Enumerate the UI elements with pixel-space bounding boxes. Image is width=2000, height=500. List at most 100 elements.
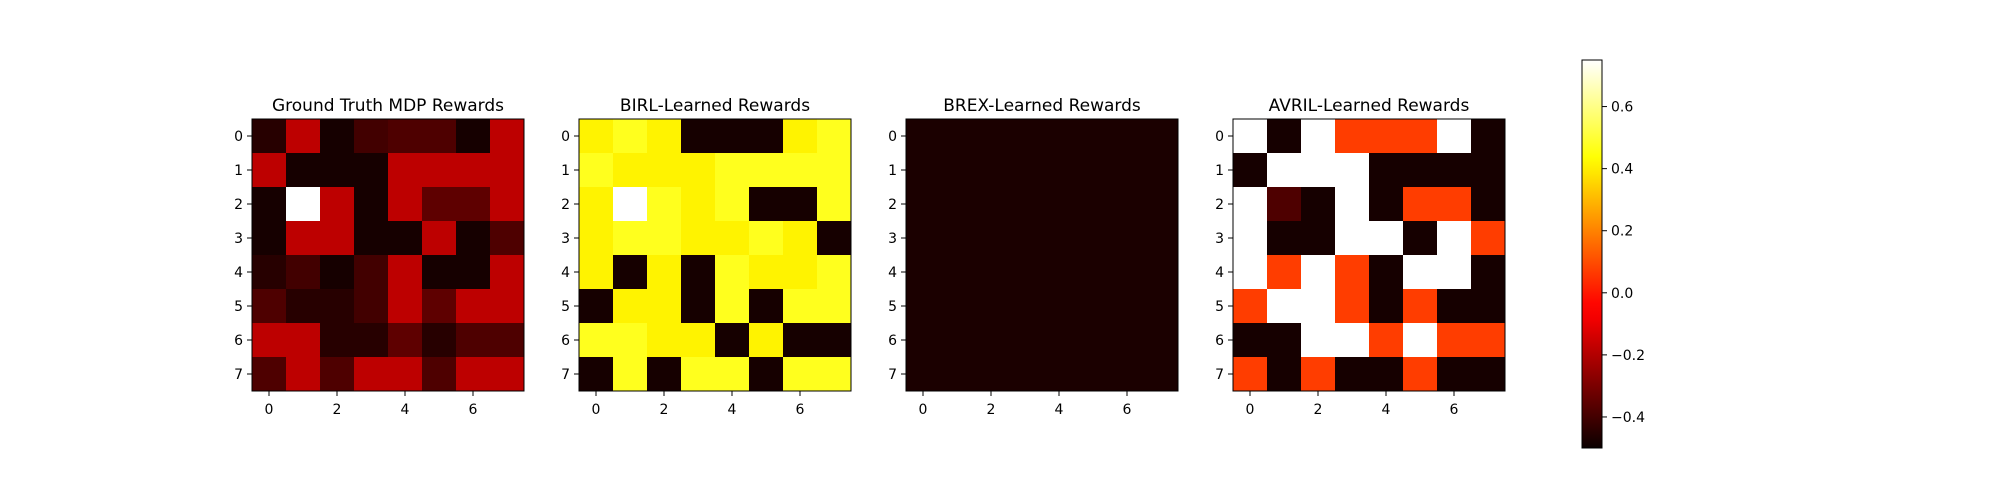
heatmap-cell xyxy=(940,357,975,392)
y-tick-label: 7 xyxy=(888,367,897,383)
y-tick-label: 3 xyxy=(561,231,570,247)
heatmap-cell xyxy=(906,255,941,290)
heatmap-cell xyxy=(647,323,682,358)
x-tick-label: 6 xyxy=(469,402,478,418)
x-tick-label: 4 xyxy=(401,402,410,418)
heatmap-cell xyxy=(456,255,491,290)
heatmap-cell xyxy=(940,119,975,154)
heatmap-cell xyxy=(456,187,491,222)
colorbar-tick-label: −0.2 xyxy=(1611,348,1645,364)
heatmap-cell xyxy=(613,255,648,290)
heatmap-cell xyxy=(1301,221,1336,256)
y-tick-label: 7 xyxy=(234,367,243,383)
heatmap-cell xyxy=(252,357,287,392)
y-tick-label: 6 xyxy=(234,333,243,349)
heatmap-cell xyxy=(422,323,457,358)
heatmap-cell xyxy=(490,153,525,188)
heatmap-cell xyxy=(1369,221,1404,256)
heatmap-cell xyxy=(1335,221,1370,256)
heatmap-cell xyxy=(613,221,648,256)
y-tick-label: 1 xyxy=(1215,163,1224,179)
heatmap-cell xyxy=(1110,357,1145,392)
heatmap-cell xyxy=(422,357,457,392)
heatmap-cell xyxy=(320,153,355,188)
heatmap-cell xyxy=(490,255,525,290)
panel-frame xyxy=(1232,118,1506,392)
heatmap-cell xyxy=(906,119,941,154)
panel-title: Ground Truth MDP Rewards xyxy=(272,96,504,116)
heatmap-cell xyxy=(1076,323,1111,358)
heatmap-cell xyxy=(388,221,423,256)
heatmap-cell xyxy=(1110,187,1145,222)
heatmap-cell xyxy=(388,153,423,188)
heatmap-cell xyxy=(817,187,852,222)
heatmap-cell xyxy=(613,153,648,188)
y-tick-label: 3 xyxy=(888,231,897,247)
heatmap-cell xyxy=(490,357,525,392)
heatmap-cell xyxy=(681,153,716,188)
heatmap-cell xyxy=(647,119,682,154)
y-tick-label: 1 xyxy=(888,163,897,179)
heatmap-cell xyxy=(252,255,287,290)
heatmap-cell xyxy=(940,221,975,256)
heatmap-cell xyxy=(783,323,818,358)
y-tick-label: 4 xyxy=(1215,265,1224,281)
heatmap-cell xyxy=(647,255,682,290)
heatmap-cell xyxy=(1144,289,1179,324)
y-tick-label: 5 xyxy=(234,299,243,315)
heatmap-cell xyxy=(1301,187,1336,222)
heatmap-cell xyxy=(354,357,389,392)
y-tick-label: 4 xyxy=(234,265,243,281)
heatmap-cell xyxy=(1369,119,1404,154)
heatmap-cell xyxy=(1471,187,1506,222)
colorbar-tick-label: 0.0 xyxy=(1611,286,1633,302)
heatmap-cell xyxy=(388,323,423,358)
heatmap-cell xyxy=(1369,289,1404,324)
heatmap-cell xyxy=(749,289,784,324)
colorbar-tick-label: −0.4 xyxy=(1611,410,1645,426)
heatmap-cell xyxy=(320,221,355,256)
heatmap-cell xyxy=(388,289,423,324)
heatmap-cell xyxy=(1233,187,1268,222)
heatmap-cell xyxy=(286,221,321,256)
heatmap-cell xyxy=(320,357,355,392)
heatmap-cell xyxy=(1471,119,1506,154)
colorbar-gradient xyxy=(1581,59,1603,449)
heatmap-cell xyxy=(579,357,614,392)
heatmap-cell xyxy=(456,323,491,358)
heatmap-cell xyxy=(1042,153,1077,188)
heatmap-cell xyxy=(974,221,1009,256)
heatmap-cell xyxy=(817,153,852,188)
heatmap-cell xyxy=(974,289,1009,324)
heatmap-cell xyxy=(1008,323,1043,358)
heatmap-cell xyxy=(1301,255,1336,290)
heatmap-cell xyxy=(286,289,321,324)
heatmap-cell xyxy=(1335,357,1370,392)
heatmap-cell xyxy=(1437,153,1472,188)
heatmap-cell xyxy=(647,357,682,392)
heatmap-cell xyxy=(320,119,355,154)
heatmap-cell xyxy=(286,357,321,392)
y-tick-label: 6 xyxy=(561,333,570,349)
heatmap-cell xyxy=(252,289,287,324)
heatmap-cell xyxy=(354,119,389,154)
x-tick-label: 4 xyxy=(728,402,737,418)
heatmap-cell xyxy=(1267,221,1302,256)
heatmap-cell xyxy=(715,187,750,222)
heatmap-cell xyxy=(388,357,423,392)
heatmap-cell xyxy=(1301,289,1336,324)
heatmap-cell xyxy=(1335,323,1370,358)
panel-frame xyxy=(251,118,525,392)
heatmap-cell xyxy=(422,255,457,290)
heatmap-cell xyxy=(783,153,818,188)
heatmap-cell xyxy=(783,255,818,290)
heatmap-cell xyxy=(1403,323,1438,358)
heatmap-cell xyxy=(422,187,457,222)
y-tick-label: 4 xyxy=(561,265,570,281)
heatmap-cell xyxy=(749,357,784,392)
heatmap-cell xyxy=(1369,255,1404,290)
colorbar-tick-label: 0.4 xyxy=(1611,162,1633,178)
y-tick-label: 0 xyxy=(234,129,243,145)
heatmap-cell xyxy=(783,187,818,222)
heatmap-cell xyxy=(783,289,818,324)
